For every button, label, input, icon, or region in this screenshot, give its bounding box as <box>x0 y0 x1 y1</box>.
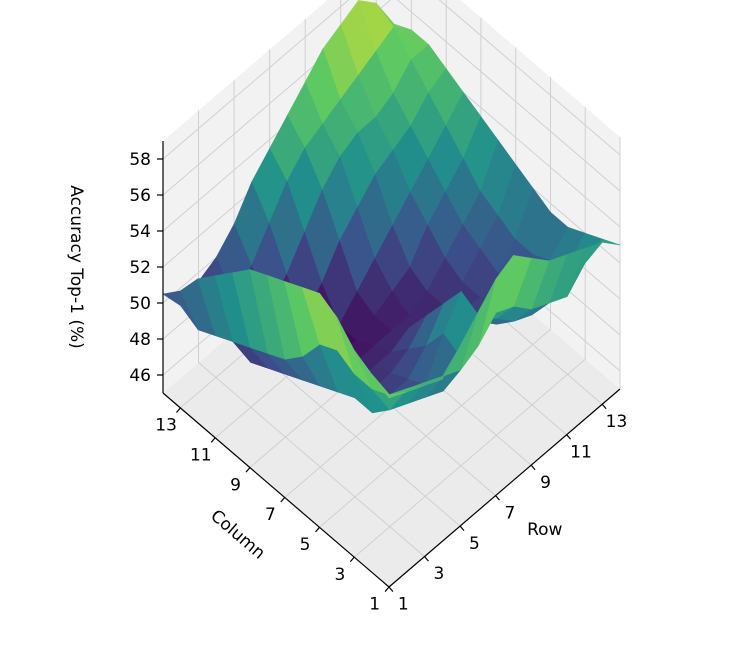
column-tick-label: 3 <box>334 565 345 585</box>
z-tick-label: 46 <box>129 366 151 386</box>
grid-line-z <box>162 0 621 160</box>
row-tick-label: 13 <box>606 412 628 432</box>
surface-patch <box>371 373 407 399</box>
row-tick-mark <box>388 586 394 592</box>
grid-line-column <box>353 107 586 558</box>
row-tick-mark <box>424 556 429 562</box>
row-tick-mark <box>530 464 536 471</box>
y-axis-label: Column <box>206 506 268 564</box>
column-tick-mark <box>176 407 181 413</box>
column-tick-mark <box>245 467 251 473</box>
surface-mesh <box>162 0 621 414</box>
z-tick-label: 58 <box>129 150 151 170</box>
column-tick-label: 7 <box>265 505 276 525</box>
column-tick-mark <box>315 526 320 533</box>
column-tick-label: 5 <box>300 535 311 555</box>
grid-line-row <box>198 110 425 557</box>
row-tick-mark <box>459 525 465 532</box>
z-tick-label: 50 <box>129 294 151 314</box>
z-tick-label: 56 <box>129 186 151 206</box>
row-tick-label: 11 <box>570 442 592 462</box>
row-tick-mark <box>495 495 500 501</box>
z-axis-label: Accuracy Top-1 (%) <box>66 185 86 348</box>
column-tick-mark <box>349 556 355 563</box>
column-tick-label: 11 <box>190 446 212 466</box>
column-tick-mark <box>280 497 286 503</box>
row-tick-mark <box>566 434 572 440</box>
x-axis-label: Row <box>527 520 562 540</box>
row-tick-label: 3 <box>433 564 444 584</box>
column-tick-mark <box>210 437 216 443</box>
column-tick-label: 13 <box>155 416 177 436</box>
column-tick-label: 9 <box>230 475 241 495</box>
row-tick-mark <box>601 403 607 410</box>
column-tick-mark <box>384 586 390 592</box>
grid-line-z <box>162 0 621 196</box>
column-tick-label: 1 <box>369 595 380 615</box>
grid-line-column <box>319 77 551 528</box>
row-tick-label: 1 <box>398 595 409 615</box>
z-tick-label: 54 <box>129 222 151 242</box>
row-tick-label: 7 <box>504 503 515 523</box>
column-axis-line <box>162 392 390 588</box>
row-tick-label: 9 <box>540 473 551 493</box>
z-tick-label: 52 <box>129 258 151 278</box>
row-axis-line <box>388 388 621 588</box>
row-tick-label: 5 <box>469 534 480 554</box>
z-tick-label: 48 <box>129 330 151 350</box>
